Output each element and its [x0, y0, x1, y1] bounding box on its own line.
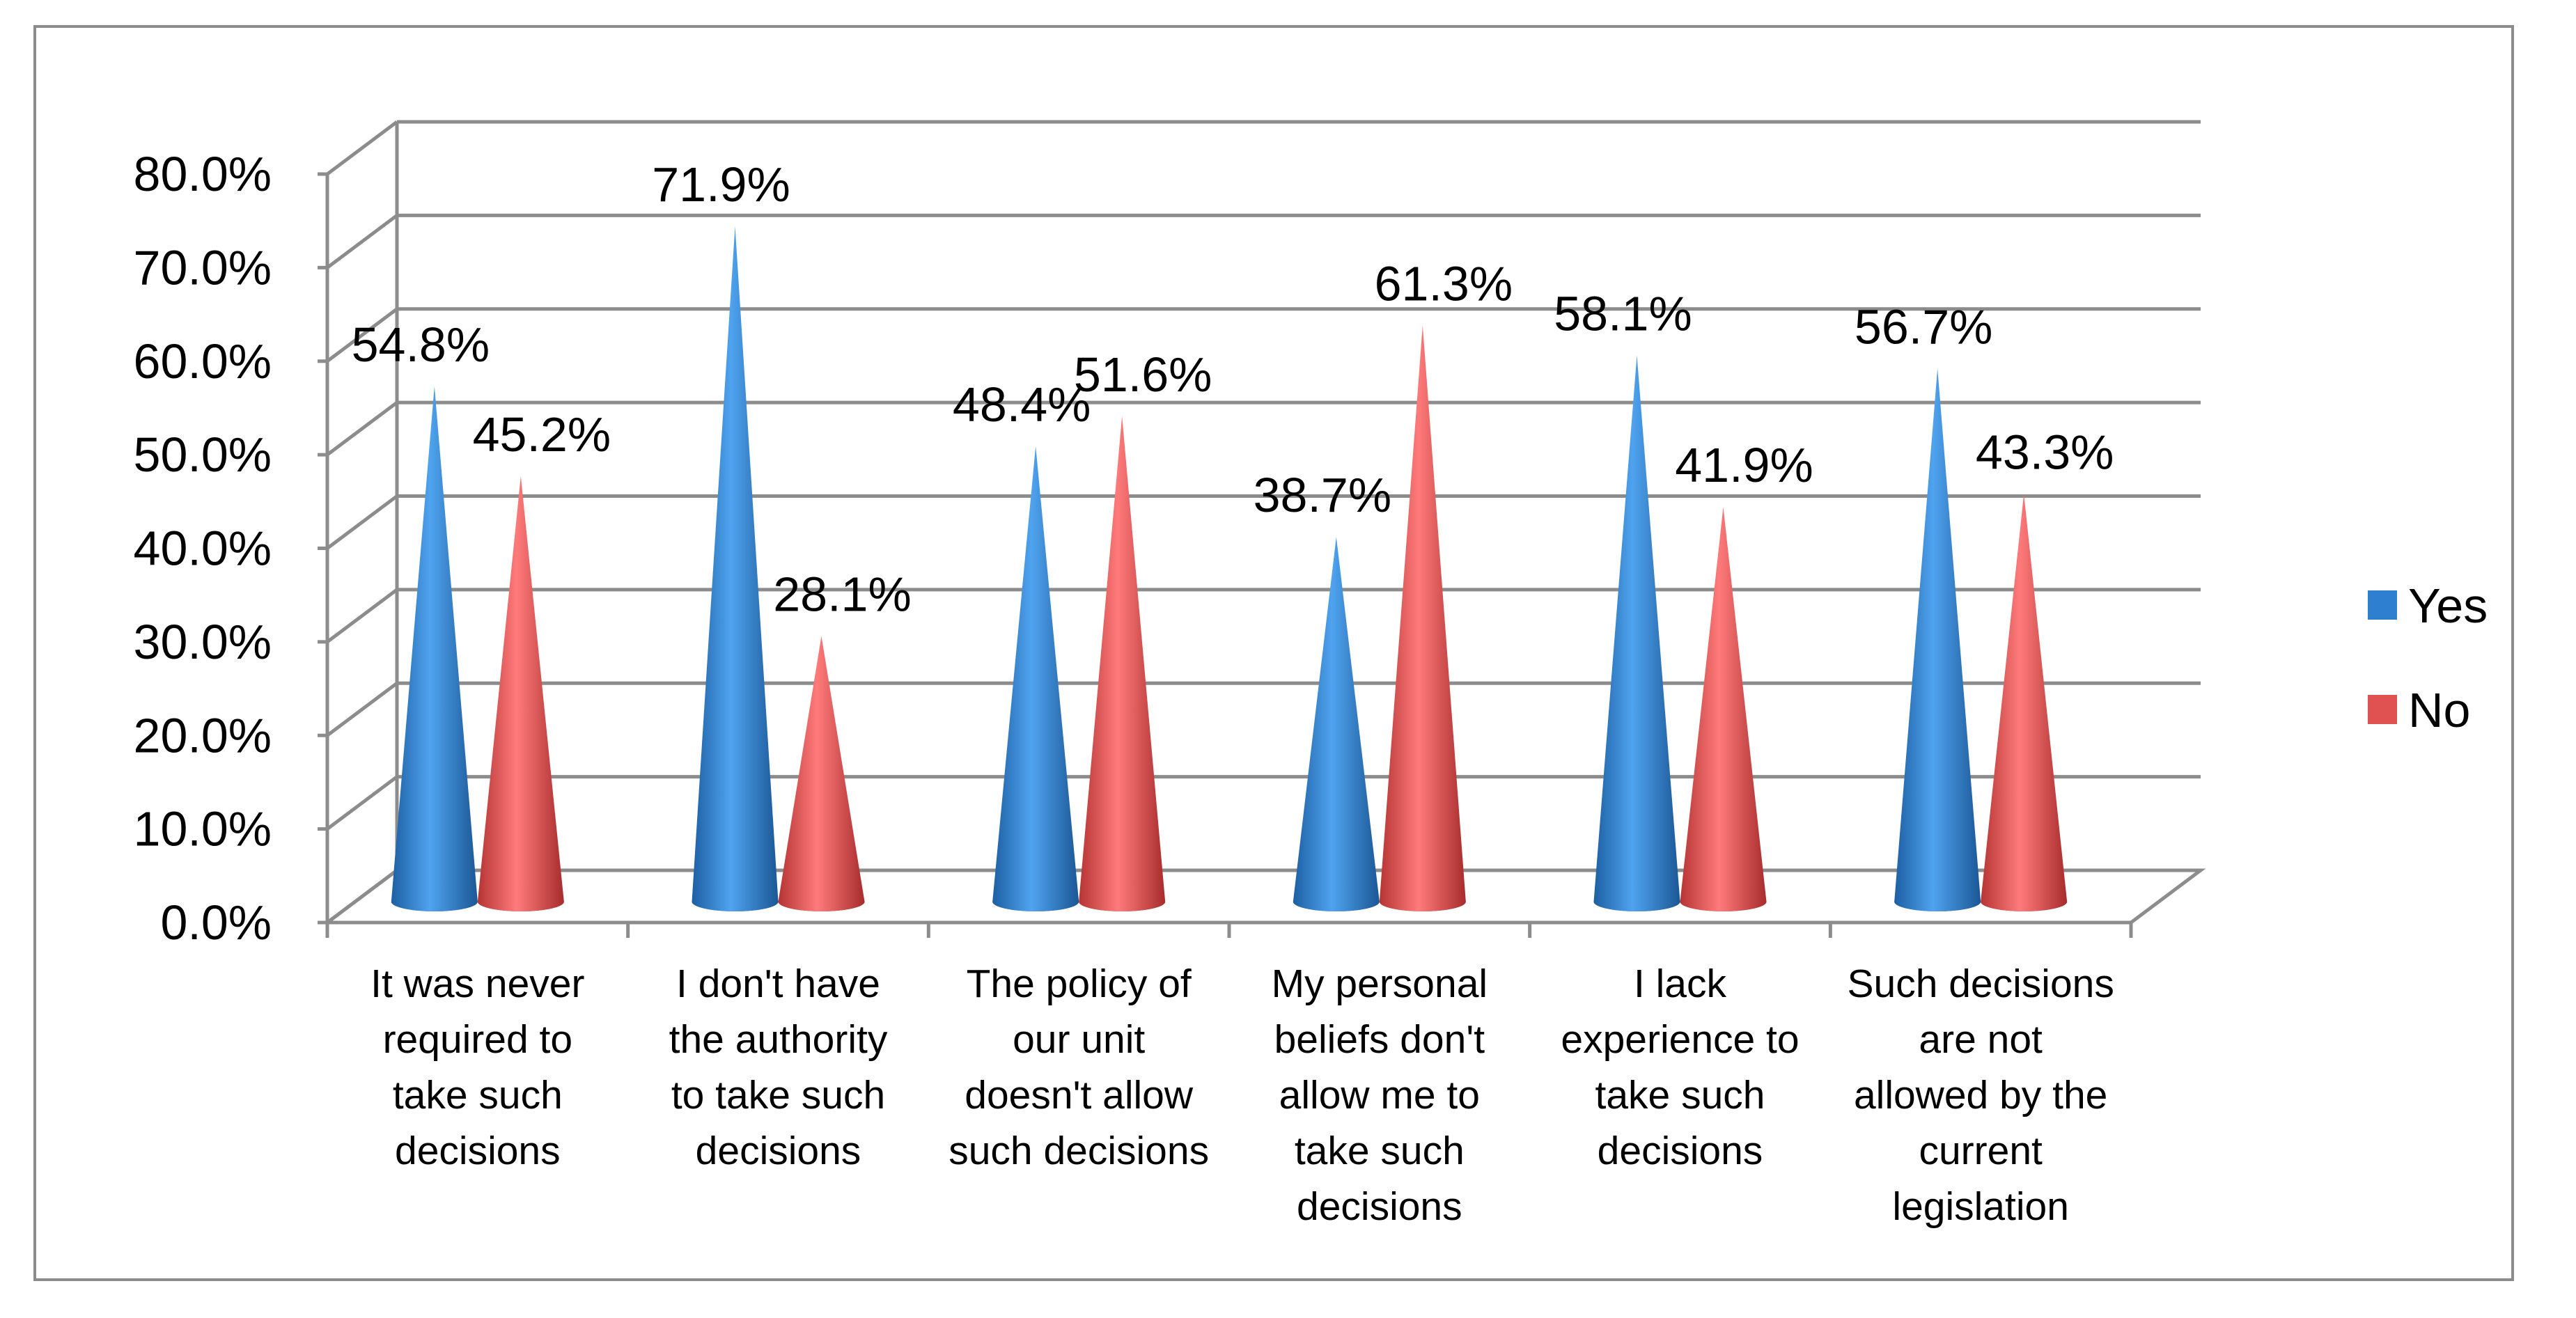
legend-item-no: No [2368, 683, 2470, 737]
cone-yes [992, 446, 1079, 912]
cone-yes [1593, 355, 1680, 912]
gridline-depth [326, 120, 398, 175]
gridline-depth [326, 588, 398, 643]
cone-yes [692, 226, 779, 912]
data-label: 71.9% [652, 157, 790, 212]
cone-body [1894, 368, 1981, 912]
cone-yes [391, 386, 478, 912]
legend-label: Yes [2408, 579, 2488, 633]
gridline-depth [326, 682, 398, 737]
y-tick-label: 30.0% [134, 615, 272, 669]
gridline-depth [326, 307, 398, 363]
cone-body [477, 476, 564, 912]
cone-body [1593, 355, 1680, 912]
data-label: 38.7% [1254, 468, 1391, 522]
gridline-depth [326, 775, 398, 831]
y-tick-label: 70.0% [134, 240, 272, 295]
gridline-depth [326, 494, 398, 550]
cone-body [778, 636, 865, 912]
legend-swatch [2368, 590, 2397, 620]
cone-yes [1293, 537, 1380, 912]
cone-body [1680, 507, 1767, 912]
y-tick-label: 80.0% [134, 147, 272, 201]
cone-no [1680, 507, 1767, 912]
data-label: 41.9% [1675, 438, 1813, 492]
gridline-depth [326, 214, 398, 269]
cone-no [1379, 325, 1466, 911]
legend-swatch [2368, 695, 2397, 724]
cone-body [992, 446, 1079, 912]
cone-no [778, 636, 865, 912]
gridline-depth [326, 401, 398, 457]
category-label: The policy of our unit doesn't allow such d… [949, 962, 1209, 1173]
category-label: Such decisions are not allowed by the curre… [1847, 962, 2114, 1229]
data-label: 51.6% [1074, 347, 1212, 402]
data-label: 56.7% [1855, 299, 1992, 354]
cone-no [1079, 416, 1166, 912]
y-tick-label: 50.0% [134, 427, 272, 482]
data-label: 43.3% [1976, 425, 2114, 479]
category-label: I lack experience to take such decisions [1561, 962, 1799, 1173]
y-tick-label: 20.0% [134, 708, 272, 762]
legend-label: No [2408, 683, 2470, 737]
category-label: My personal beliefs don't allow me to take … [1272, 962, 1488, 1229]
cone-no [1981, 494, 2068, 912]
y-tick-label: 0.0% [160, 895, 272, 950]
cone-body [1379, 325, 1466, 911]
y-tick-label: 10.0% [134, 802, 272, 856]
cone-body [1981, 494, 2068, 912]
cone-yes [1894, 368, 1981, 912]
data-label: 54.8% [352, 317, 490, 372]
cone-no [477, 476, 564, 912]
cone-body [1293, 537, 1380, 912]
y-tick-label: 40.0% [134, 521, 272, 576]
cone-body [391, 386, 478, 912]
data-label: 61.3% [1375, 257, 1513, 311]
legend-item-yes: Yes [2368, 579, 2488, 633]
data-label: 28.1% [773, 567, 911, 622]
data-label: 58.1% [1554, 287, 1692, 341]
cone-body [1079, 416, 1166, 912]
y-tick-label: 60.0% [134, 334, 272, 389]
data-label: 48.4% [953, 377, 1091, 432]
category-label: It was never required to take such decision… [370, 962, 584, 1173]
data-label: 45.2% [473, 407, 611, 462]
category-label: I don't have the authority to take such dec… [669, 962, 888, 1173]
cone-body [692, 226, 779, 912]
